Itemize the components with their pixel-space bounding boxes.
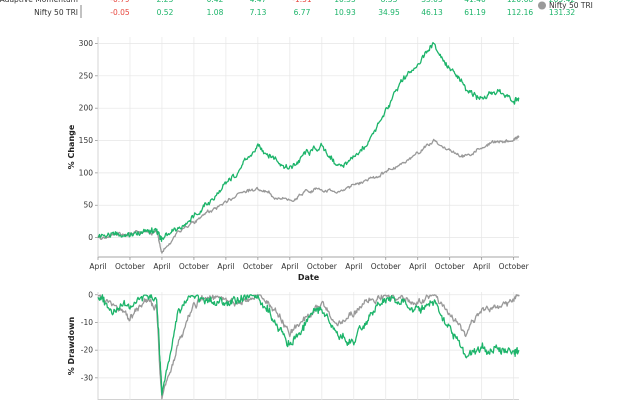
y-axis-title: % Drawdown	[67, 316, 76, 375]
y-tick-label: 300	[79, 39, 94, 48]
y-tick-label: 250	[79, 71, 94, 80]
legend-label: Nifty 50 TRI	[549, 1, 593, 10]
x-axis-title: Date	[298, 273, 320, 282]
x-tick-label: October	[243, 262, 274, 271]
table-cell: -0.05	[110, 8, 130, 17]
chart-legend: CNW Adaptive MomentumNifty 50 TRI	[538, 1, 593, 10]
x-tick-label: October	[499, 262, 530, 271]
table-cell: 4.47	[250, 0, 267, 4]
table-cell: 46.13	[421, 8, 443, 17]
x-tick-label: October	[435, 262, 466, 271]
table-cell: 33.05	[421, 0, 443, 4]
series-line-cnw-adaptive-momentum	[97, 41, 520, 242]
table-cell: 112.16	[507, 8, 533, 17]
table-cell: 61.19	[464, 8, 486, 17]
table-cell: 131.32	[549, 8, 575, 17]
x-tick-label: April	[409, 262, 426, 271]
x-tick-label: April	[345, 262, 362, 271]
table-cell: 8.33	[381, 0, 398, 4]
table-cell: 2.25	[157, 0, 174, 4]
x-tick-label: April	[473, 262, 490, 271]
y-tick-label: -30	[81, 373, 93, 382]
table-cell: 0.42	[207, 0, 224, 4]
table-cell: 10.93	[334, 8, 356, 17]
x-tick-label: April	[281, 262, 298, 271]
y-tick-label: -10	[81, 318, 93, 327]
table-row-label: Nifty 50 TRI	[34, 8, 78, 17]
table-cell: 205.42	[549, 0, 575, 4]
table-cell: 6.77	[294, 8, 311, 17]
table-cell: 7.13	[250, 8, 267, 17]
table-cell: 34.95	[378, 8, 400, 17]
series-line-nifty-50-tri	[97, 135, 520, 254]
y-tick-label: 0	[88, 290, 93, 299]
table-row-label: CNW Adaptive Momentum	[0, 0, 78, 4]
table-cell: 0.52	[157, 8, 174, 17]
x-tick-label: October	[115, 262, 146, 271]
returns-table: CNW Adaptive Momentum -0.79 2.25 0.42 4.47 -1…	[0, 0, 575, 18]
y-tick-label: 150	[79, 136, 94, 145]
table-cell: -1.51	[292, 0, 312, 4]
y-tick-label: 200	[79, 104, 94, 113]
x-tick-label: October	[307, 262, 338, 271]
table-cell: 1.08	[207, 8, 224, 17]
drawdown-chart: 0 -10 -20 -30 % Drawdown	[67, 290, 520, 400]
x-tick-label: October	[179, 262, 210, 271]
table-cell: 41.40	[464, 0, 486, 4]
cumulative-change-chart: 0 50 100 150 200 250 300 April October April Octob…	[67, 37, 530, 282]
table-cell: -0.79	[110, 0, 130, 4]
series-line-cnw-adaptive-momentum	[97, 294, 520, 396]
x-tick-label: April	[89, 262, 106, 271]
series-line-nifty-50-tri	[97, 294, 520, 400]
y-axis-title: % Change	[67, 124, 76, 169]
y-tick-label: 50	[83, 201, 93, 210]
x-tick-label: October	[371, 262, 402, 271]
x-tick-label: April	[153, 262, 170, 271]
y-tick-label: 0	[88, 233, 93, 242]
table-cell: 10.35	[334, 0, 356, 4]
table-cell: 120.68	[507, 0, 533, 4]
legend-swatch	[538, 1, 546, 10]
y-tick-label: -20	[81, 346, 93, 355]
x-tick-label: April	[217, 262, 234, 271]
y-tick-label: 100	[79, 168, 94, 177]
